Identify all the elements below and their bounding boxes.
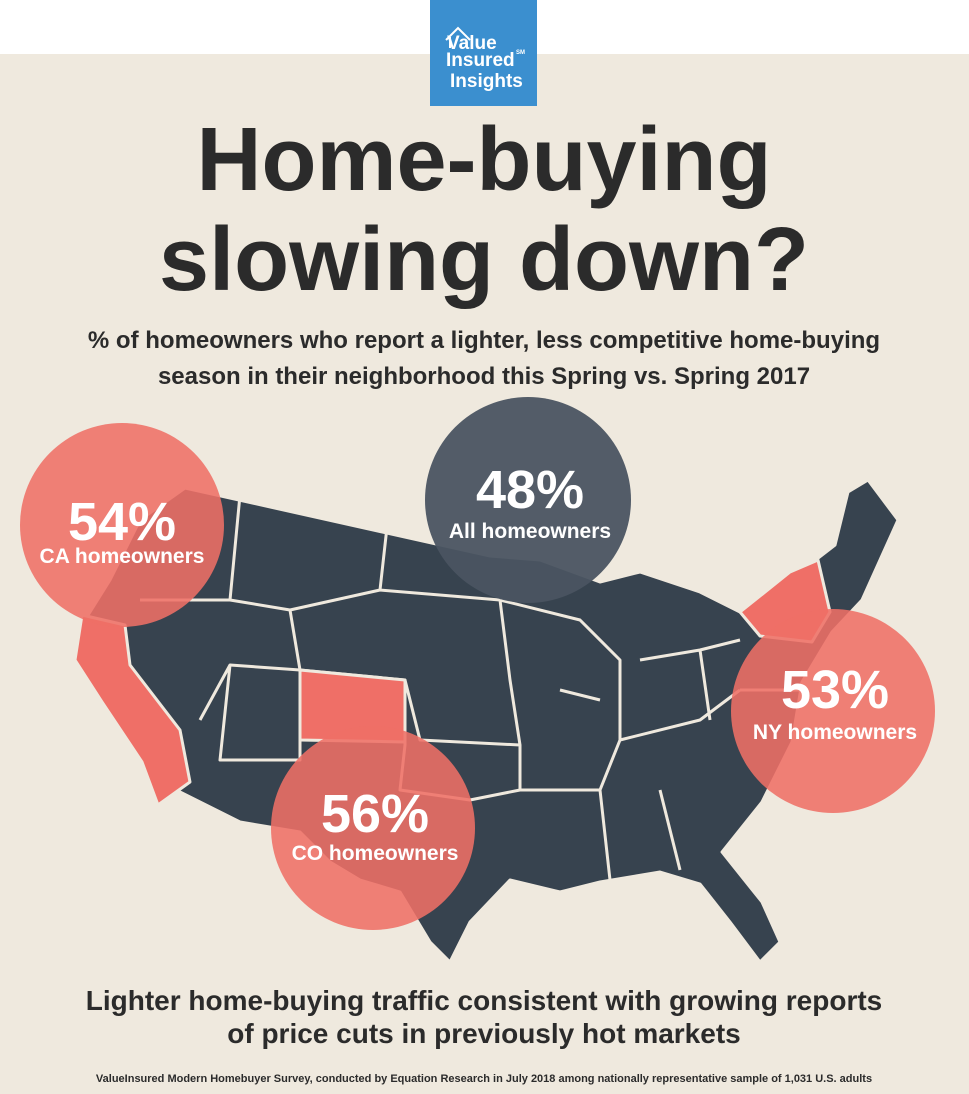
callout-value: 56%	[321, 784, 429, 844]
state-ca	[73, 613, 192, 807]
callout-label: All homeowners	[449, 520, 611, 543]
callout-value: 54%	[68, 492, 176, 552]
logo-text: Value	[447, 33, 497, 54]
callout-label: CO homeowners	[292, 842, 459, 865]
callout-label: CA homeowners	[40, 545, 205, 568]
logo-house	[445, 26, 471, 48]
callout-circle	[20, 423, 224, 627]
logo-mark: SM	[516, 50, 525, 56]
title: slowing down?	[159, 210, 809, 310]
callout-circle	[271, 726, 475, 930]
callout-value: 48%	[476, 460, 584, 520]
conclusion: Lighter home-buying traffic consistent w…	[86, 985, 882, 1016]
callout-circle	[425, 397, 631, 603]
callout-label: NY homeowners	[753, 721, 917, 744]
conclusion: of price cuts in previously hot markets	[227, 1018, 740, 1049]
logo-text: Insured	[446, 50, 515, 71]
callout-circle	[731, 609, 935, 813]
logo-text: Insights	[450, 71, 523, 92]
source-note: ValueInsured Modern Homebuyer Survey, co…	[96, 1073, 872, 1085]
subtitle: % of homeowners who report a lighter, le…	[88, 327, 880, 354]
callout-value: 53%	[781, 660, 889, 720]
us-map	[73, 478, 900, 964]
logo-box	[430, 0, 537, 106]
title: Home-buying	[197, 110, 772, 210]
subtitle: season in their neighborhood this Spring…	[158, 363, 810, 390]
